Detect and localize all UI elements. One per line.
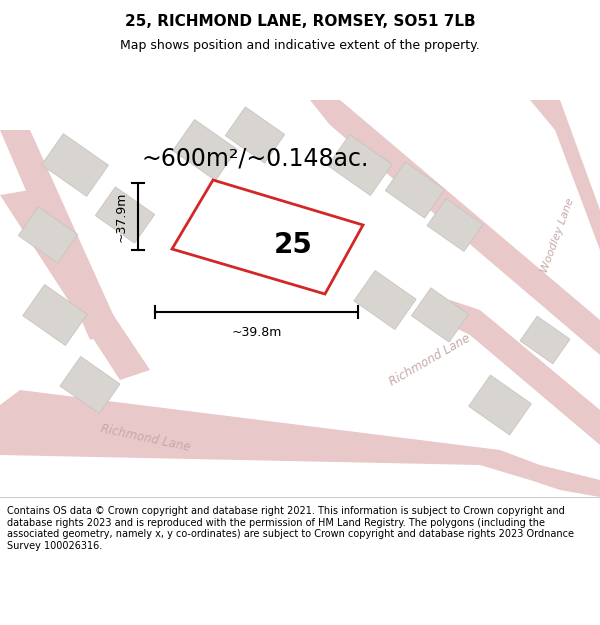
Text: Map shows position and indicative extent of the property.: Map shows position and indicative extent… xyxy=(120,39,480,52)
Polygon shape xyxy=(23,284,87,346)
Polygon shape xyxy=(440,300,600,445)
Polygon shape xyxy=(41,134,109,196)
Polygon shape xyxy=(0,130,120,340)
Polygon shape xyxy=(520,316,570,364)
Text: Woodley Lane: Woodley Lane xyxy=(540,196,576,274)
Polygon shape xyxy=(173,119,237,181)
Text: ~37.9m: ~37.9m xyxy=(115,191,128,242)
Polygon shape xyxy=(530,100,600,250)
Text: 25, RICHMOND LANE, ROMSEY, SO51 7LB: 25, RICHMOND LANE, ROMSEY, SO51 7LB xyxy=(125,14,475,29)
Polygon shape xyxy=(354,271,416,329)
Text: ~600m²/~0.148ac.: ~600m²/~0.148ac. xyxy=(142,146,368,170)
Polygon shape xyxy=(95,187,155,243)
Polygon shape xyxy=(0,390,600,497)
Text: Richmond Lane: Richmond Lane xyxy=(99,422,191,454)
Polygon shape xyxy=(310,100,600,355)
Polygon shape xyxy=(0,190,150,380)
Polygon shape xyxy=(60,356,120,414)
Text: ~39.8m: ~39.8m xyxy=(232,326,281,339)
Polygon shape xyxy=(328,134,392,196)
Polygon shape xyxy=(427,199,483,251)
Polygon shape xyxy=(226,107,284,163)
Text: Richmond Lane: Richmond Lane xyxy=(387,331,473,389)
Text: 25: 25 xyxy=(274,231,313,259)
Polygon shape xyxy=(412,288,469,342)
Polygon shape xyxy=(469,375,532,435)
Polygon shape xyxy=(172,180,363,294)
Polygon shape xyxy=(19,207,77,263)
Text: Contains OS data © Crown copyright and database right 2021. This information is : Contains OS data © Crown copyright and d… xyxy=(7,506,574,551)
Polygon shape xyxy=(385,162,445,218)
